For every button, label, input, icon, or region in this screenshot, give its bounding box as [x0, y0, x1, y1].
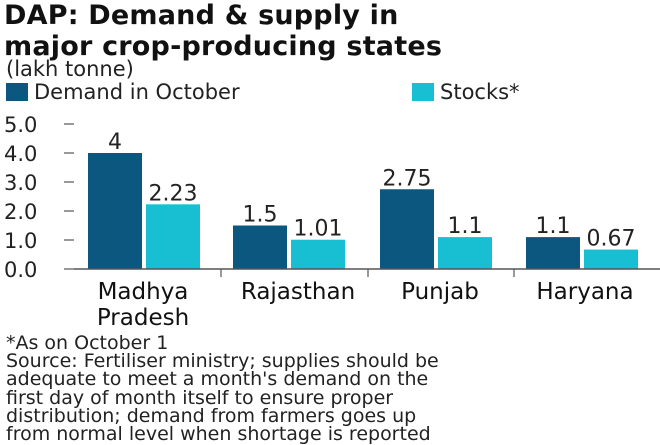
category-label: Pradesh [97, 305, 189, 331]
source-line-5: from normal level when shortage is repor… [6, 423, 431, 445]
chart-title-line-1: DAP: Demand & supply in [4, 0, 399, 31]
bar-stocks [291, 239, 345, 269]
data-label-demand: 4 [108, 130, 122, 155]
chart-notes: *As on October 1 Source: Fertiliser mini… [6, 332, 656, 445]
data-label-stocks: 1.1 [448, 214, 483, 239]
y-tick-label: 1.0 [4, 229, 37, 253]
footnote: *As on October 1 [6, 332, 169, 354]
y-tick-label: 4.0 [4, 142, 37, 166]
legend-item-demand: Demand in October [6, 80, 240, 104]
data-label-stocks: 1.01 [294, 217, 343, 242]
data-label-stocks: 2.23 [149, 181, 198, 206]
y-tick-label: 3.0 [4, 171, 37, 195]
source-line-2: adequate to meet a month's demand on the [6, 368, 429, 391]
legend-swatch-stocks [412, 83, 434, 101]
source-line-3: first day of month itself to ensure prop… [6, 386, 394, 409]
chart-title-line-2: major crop-producing states [4, 31, 443, 62]
bar-stocks [584, 249, 638, 269]
bar-demand [88, 153, 142, 269]
y-tick-label: 0.0 [4, 258, 37, 282]
legend-item-stocks: Stocks* [412, 80, 520, 104]
bar-demand [380, 189, 434, 269]
category-label: Punjab [401, 279, 479, 305]
unit-label: (lakh tonne) [6, 57, 134, 81]
bar-demand [526, 237, 580, 269]
category-label: Madhya [98, 279, 189, 305]
bar-demand [233, 225, 287, 269]
legend-swatch-demand [6, 83, 28, 101]
data-label-demand: 1.1 [536, 214, 571, 239]
legend-label-demand: Demand in October [34, 80, 240, 104]
bar-stocks [438, 237, 492, 269]
category-label: Haryana [536, 279, 633, 305]
chart-title: DAP: Demand & supply in major crop-produ… [4, 0, 654, 62]
data-label-demand: 2.75 [383, 166, 432, 191]
bar-stocks [146, 204, 200, 269]
legend-label-stocks: Stocks* [440, 80, 520, 104]
legend: Demand in October Stocks* [6, 80, 656, 108]
data-label-demand: 1.5 [243, 203, 278, 228]
category-label: Rajasthan [241, 279, 355, 305]
data-label-stocks: 0.67 [587, 227, 636, 252]
source-line-1: Source: Fertiliser ministry; supplies sh… [6, 350, 439, 373]
y-tick-label: 2.0 [4, 200, 37, 224]
y-tick-label: 5.0 [4, 113, 37, 137]
source-line-4: distribution; demand from farmers goes u… [6, 404, 417, 427]
bar-chart: 0.0 1.0 2.0 3.0 4.0 5.0 4 1.5 2.75 1.1 2.23 1.01 1.1… [4, 113, 660, 331]
